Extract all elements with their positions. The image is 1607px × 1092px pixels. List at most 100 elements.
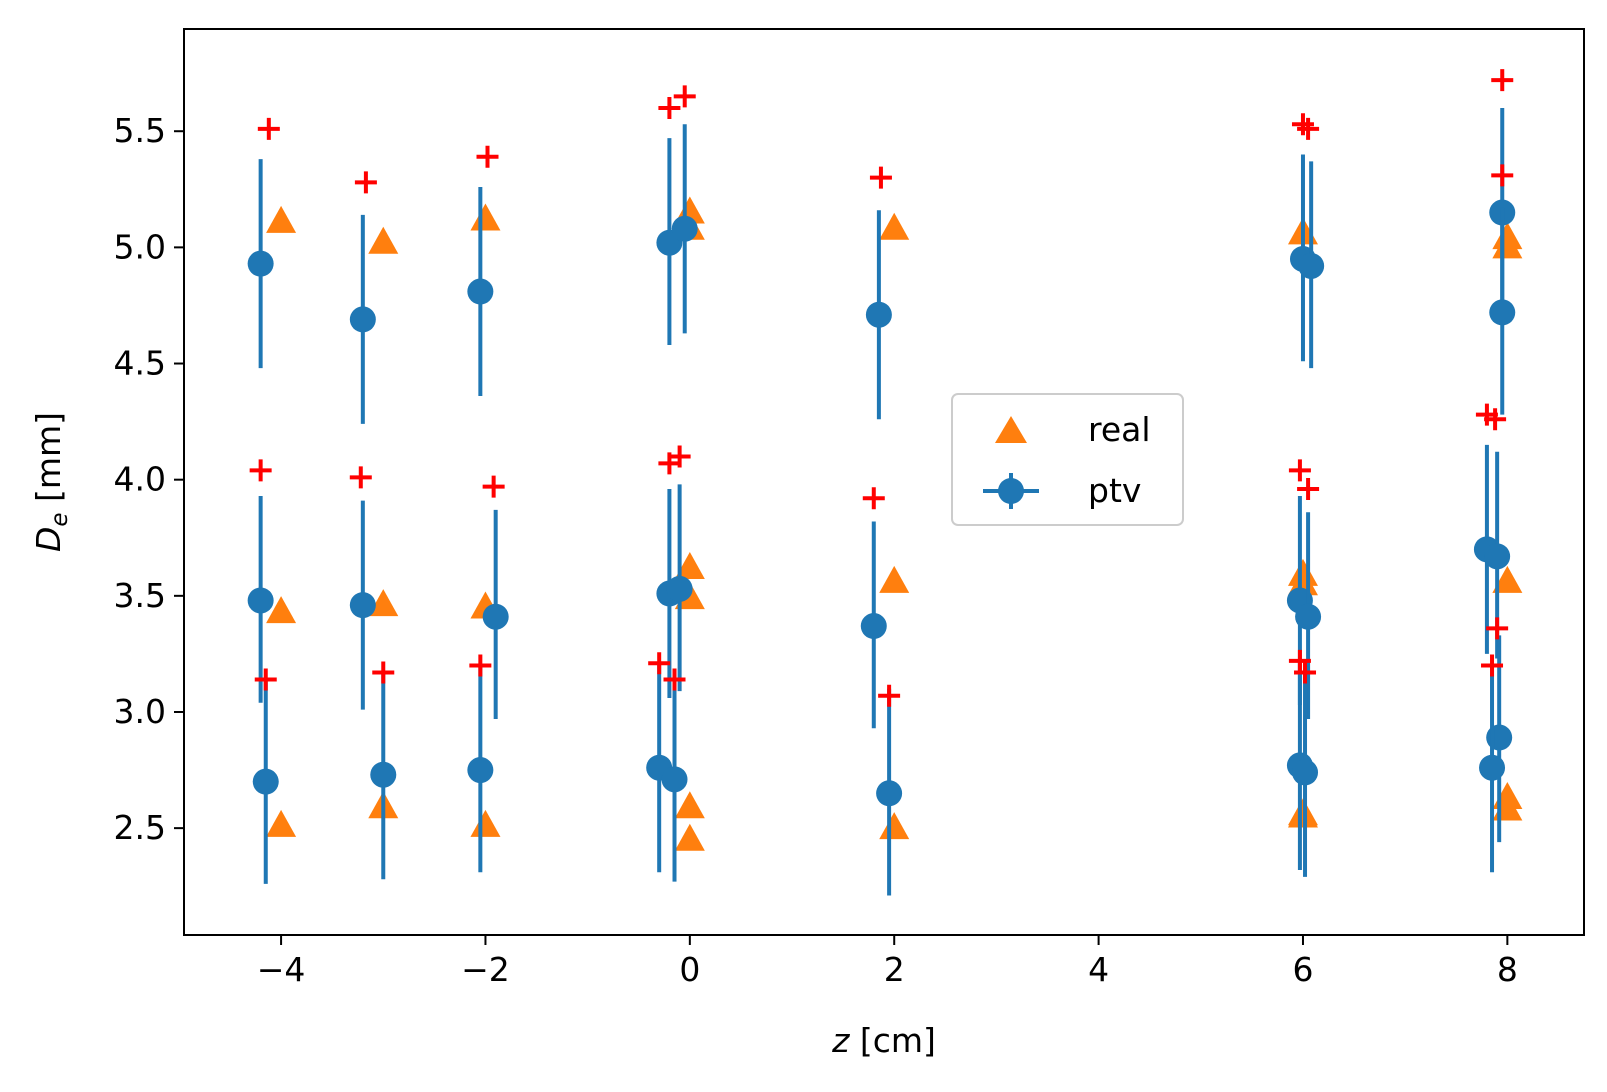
ptv-circle-point	[252, 768, 279, 795]
plus-point	[1291, 113, 1314, 136]
ptv-circle-point	[860, 613, 887, 640]
real-triangle-point	[266, 596, 297, 624]
y-tick-label: 3.0	[114, 692, 166, 731]
plus-point	[869, 166, 892, 189]
plus-point	[658, 96, 681, 119]
legend-label-ptv: ptv	[1088, 471, 1142, 510]
ptv-circle-point	[482, 603, 509, 630]
ptv-circle-point	[1484, 543, 1511, 570]
ptv-circle-point	[349, 306, 376, 333]
triangle-marker-icon	[995, 416, 1027, 443]
real-triangle-point	[470, 809, 501, 837]
real-triangle-point	[674, 823, 705, 851]
plus-point	[1481, 654, 1504, 677]
ptv-circle-point	[1489, 299, 1516, 326]
plus-point	[1297, 117, 1320, 140]
ptv-circle-point	[467, 278, 494, 305]
plus-point	[1484, 408, 1507, 431]
y-axis-ticks: 2.5 3.0 3.5 4.0 4.5 5.0 5.5	[114, 111, 184, 847]
plus-point	[862, 487, 885, 510]
plus-point	[482, 475, 505, 498]
ptv-circle-point	[671, 215, 698, 242]
real-triangle-point	[1492, 565, 1523, 593]
plus-point	[257, 117, 280, 140]
ptv-circle-point	[1298, 252, 1325, 279]
real-triangle-point	[674, 551, 705, 579]
plot-area-frame	[183, 28, 1585, 936]
chart-marks	[247, 69, 1523, 896]
ptv-circle-point	[349, 592, 376, 619]
plus-point	[354, 171, 377, 194]
ptv-circle-point	[1479, 754, 1506, 781]
real-triangle-point	[879, 565, 910, 593]
y-axis-label-subscript: e	[47, 512, 73, 526]
plus-point	[663, 668, 686, 691]
x-tick-label: 0	[679, 950, 700, 989]
legend-label-real: real	[1088, 410, 1151, 449]
plus-point	[469, 654, 492, 677]
plus-point	[1294, 661, 1317, 684]
ptv-circle-point	[876, 780, 903, 807]
y-tick-label: 5.5	[114, 111, 166, 150]
x-tick-label: 2	[884, 950, 905, 989]
ptv-circle-point	[1292, 759, 1319, 786]
real-triangle-point	[879, 212, 910, 240]
ptv-circle-point	[865, 301, 892, 328]
plus-markers	[249, 69, 1514, 707]
ptv-circle-point	[247, 250, 274, 277]
plus-point	[249, 459, 272, 482]
plus-point	[1288, 459, 1311, 482]
plus-point	[878, 684, 901, 707]
plus-point	[668, 445, 691, 468]
plus-point	[372, 661, 395, 684]
real-triangle-point	[368, 226, 399, 254]
plus-point	[673, 85, 696, 108]
plus-point	[1491, 164, 1514, 187]
plus-point	[254, 668, 277, 691]
real-series	[266, 196, 1523, 851]
real-triangle-point	[674, 791, 705, 819]
y-tick-label: 5.0	[114, 227, 166, 266]
x-tick-label: 4	[1088, 950, 1109, 989]
real-triangle-point	[266, 809, 297, 837]
y-tick-label: 4.5	[114, 344, 166, 383]
errorbar-circle-marker-icon	[983, 473, 1039, 509]
plus-point	[476, 145, 499, 168]
legend: real ptv	[951, 393, 1184, 526]
ptv-circle-point	[661, 766, 688, 793]
x-tick-label: −4	[257, 950, 306, 989]
ptv-circle-point	[1295, 603, 1322, 630]
legend-entry-ptv: ptv	[953, 471, 1182, 511]
y-axis-label: De [mm]	[29, 412, 73, 552]
real-triangle-point	[470, 203, 501, 231]
plus-point	[1486, 617, 1509, 640]
x-tick-label: 6	[1292, 950, 1313, 989]
y-axis-label-unit: [mm]	[29, 412, 68, 513]
x-axis-label: z [cm]	[831, 1021, 936, 1060]
y-axis-label-variable: D	[29, 527, 68, 552]
plus-point	[349, 466, 372, 489]
ptv-circle-point	[370, 761, 397, 788]
plus-point	[1288, 649, 1311, 672]
real-triangle-point	[368, 589, 399, 617]
real-triangle-point	[1492, 231, 1523, 259]
legend-entry-real: real	[953, 410, 1182, 450]
plus-point	[1297, 477, 1320, 500]
x-tick-label: 8	[1497, 950, 1518, 989]
ptv-circle-point	[666, 575, 693, 602]
ptv-series	[247, 107, 1516, 896]
y-tick-label: 3.5	[114, 576, 166, 615]
real-triangle-point	[1287, 800, 1318, 828]
plus-point	[1491, 69, 1514, 92]
real-triangle-point	[266, 205, 297, 233]
x-tick-label: −2	[461, 950, 510, 989]
real-triangle-point	[879, 812, 910, 840]
y-tick-label: 4.0	[114, 460, 166, 499]
x-axis-ticks: −4 −2 0 2 4 6 8	[257, 935, 1518, 989]
ptv-circle-point	[467, 757, 494, 784]
plus-point	[648, 652, 671, 675]
ptv-circle-point	[247, 587, 274, 614]
y-tick-label: 2.5	[114, 808, 166, 847]
x-axis-label-unit: [cm]	[849, 1021, 936, 1060]
